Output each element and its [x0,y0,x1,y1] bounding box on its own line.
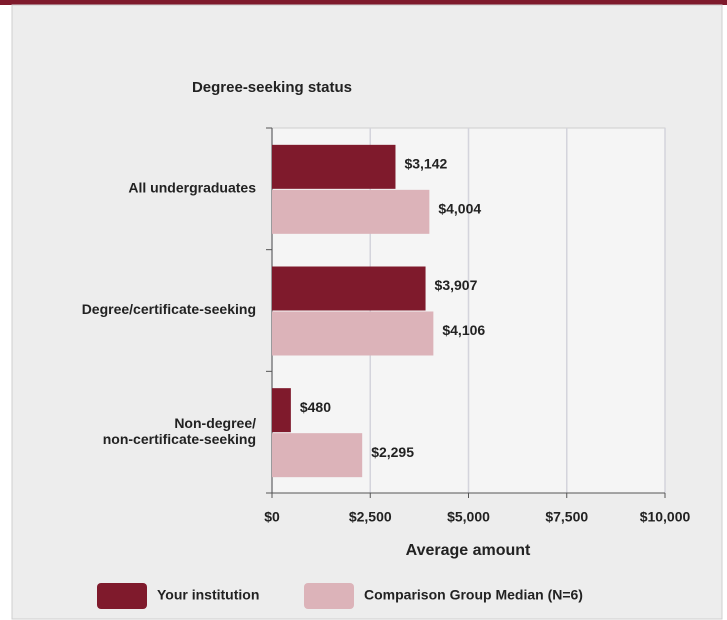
value-label: $3,907 [435,277,478,293]
bar [272,266,426,311]
legend-label: Comparison Group Median (N=6) [364,587,583,603]
y-tick-label: All undergraduates [128,180,256,196]
legend-swatch [97,583,147,609]
x-tick-label: $2,500 [349,509,392,525]
bar [272,144,396,189]
legend-label: Your institution [157,587,259,603]
legend-swatch [304,583,354,609]
value-label: $4,106 [442,322,485,338]
top-bar [0,0,727,5]
value-label: $4,004 [438,201,481,217]
x-tick-label: $0 [264,509,280,525]
y-axis-title: Degree-seeking status [192,79,352,96]
value-label: $480 [300,399,331,415]
bar [272,433,363,478]
bar [272,189,430,234]
bar [272,311,434,356]
bar [272,388,291,433]
y-tick-label: Non-degree/non-certificate-seeking [103,415,256,447]
y-tick-label: Degree/certificate-seeking [82,301,256,317]
x-axis-title: Average amount [406,542,531,559]
value-label: $2,295 [371,444,414,460]
x-tick-label: $5,000 [447,509,490,525]
x-tick-label: $7,500 [545,509,588,525]
value-label: $3,142 [404,156,447,172]
x-tick-label: $10,000 [640,509,691,525]
